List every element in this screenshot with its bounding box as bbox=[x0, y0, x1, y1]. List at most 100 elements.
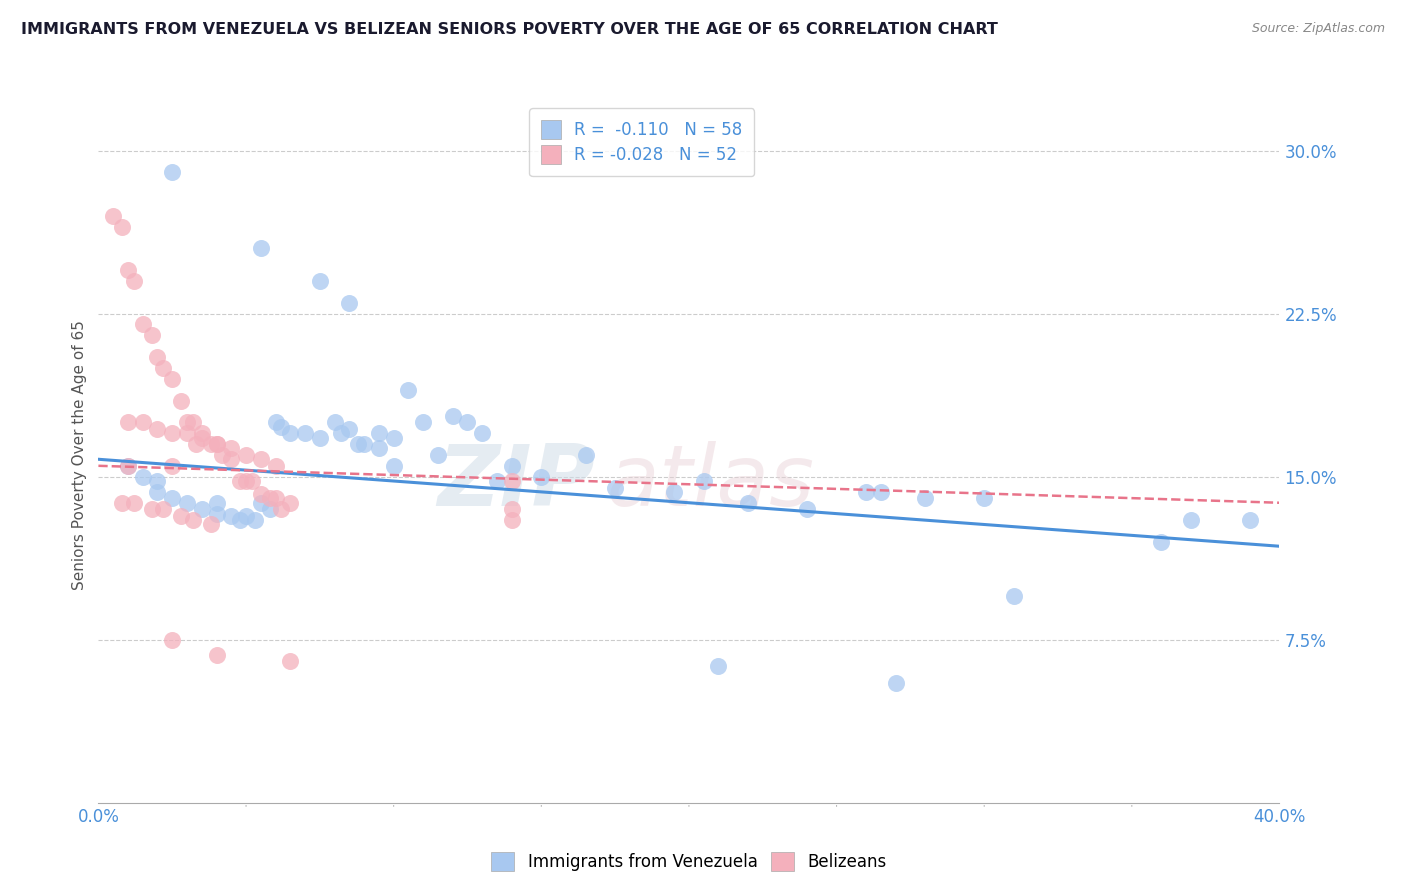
Point bbox=[796, 502, 818, 516]
Point bbox=[382, 431, 405, 445]
Point bbox=[240, 474, 263, 488]
Point bbox=[471, 426, 494, 441]
Point bbox=[229, 474, 252, 488]
Point bbox=[278, 426, 302, 441]
Point bbox=[278, 655, 302, 669]
Point bbox=[294, 426, 316, 441]
Point bbox=[309, 431, 332, 445]
Point bbox=[855, 484, 877, 499]
Point bbox=[219, 508, 242, 523]
Point bbox=[664, 484, 686, 499]
Point bbox=[146, 484, 169, 499]
Point bbox=[117, 458, 139, 473]
Point bbox=[205, 648, 228, 662]
Point bbox=[693, 474, 716, 488]
Point bbox=[132, 318, 155, 332]
Point bbox=[884, 676, 907, 690]
Point bbox=[162, 372, 183, 386]
Point bbox=[235, 474, 257, 488]
Point bbox=[229, 513, 252, 527]
Text: IMMIGRANTS FROM VENEZUELA VS BELIZEAN SENIORS POVERTY OVER THE AGE OF 65 CORRELA: IMMIGRANTS FROM VENEZUELA VS BELIZEAN SE… bbox=[21, 22, 998, 37]
Point bbox=[152, 502, 174, 516]
Point bbox=[412, 415, 434, 429]
Point bbox=[162, 426, 183, 441]
Point bbox=[1180, 513, 1202, 527]
Point bbox=[707, 658, 730, 673]
Point bbox=[205, 437, 228, 451]
Text: Source: ZipAtlas.com: Source: ZipAtlas.com bbox=[1251, 22, 1385, 36]
Point bbox=[441, 409, 464, 423]
Point bbox=[170, 508, 193, 523]
Point bbox=[205, 507, 228, 521]
Point bbox=[353, 437, 375, 451]
Point bbox=[146, 474, 169, 488]
Point bbox=[486, 474, 509, 488]
Point bbox=[574, 448, 596, 462]
Point bbox=[184, 437, 207, 451]
Point bbox=[501, 502, 523, 516]
Point bbox=[368, 442, 391, 456]
Point bbox=[103, 209, 125, 223]
Point bbox=[132, 469, 155, 483]
Point bbox=[162, 632, 183, 647]
Point bbox=[270, 419, 292, 434]
Point bbox=[122, 274, 145, 288]
Point bbox=[111, 496, 134, 510]
Point bbox=[141, 328, 163, 343]
Point bbox=[270, 502, 292, 516]
Point bbox=[250, 452, 273, 467]
Point bbox=[501, 458, 523, 473]
Point bbox=[243, 513, 266, 527]
Point bbox=[605, 481, 627, 495]
Point bbox=[200, 517, 222, 532]
Point bbox=[368, 426, 391, 441]
Y-axis label: Seniors Poverty Over the Age of 65: Seniors Poverty Over the Age of 65 bbox=[72, 320, 87, 590]
Point bbox=[141, 502, 163, 516]
Point bbox=[737, 496, 759, 510]
Point bbox=[170, 393, 193, 408]
Point bbox=[259, 502, 281, 516]
Point bbox=[219, 452, 242, 467]
Point bbox=[117, 263, 139, 277]
Point bbox=[278, 496, 302, 510]
Point bbox=[382, 458, 405, 473]
Legend: R =  -0.110   N = 58, R = -0.028   N = 52: R = -0.110 N = 58, R = -0.028 N = 52 bbox=[529, 109, 754, 176]
Point bbox=[205, 437, 228, 451]
Point bbox=[181, 513, 204, 527]
Text: atlas: atlas bbox=[606, 442, 814, 524]
Point bbox=[162, 458, 183, 473]
Point bbox=[501, 513, 523, 527]
Point bbox=[176, 415, 198, 429]
Legend: Immigrants from Venezuela, Belizeans: Immigrants from Venezuela, Belizeans bbox=[482, 843, 896, 880]
Point bbox=[176, 496, 198, 510]
Point bbox=[191, 502, 214, 516]
Point bbox=[111, 219, 134, 234]
Point bbox=[235, 508, 257, 523]
Point bbox=[1239, 513, 1261, 527]
Point bbox=[259, 491, 281, 506]
Point bbox=[191, 426, 214, 441]
Point bbox=[914, 491, 936, 506]
Point bbox=[205, 496, 228, 510]
Point bbox=[191, 431, 214, 445]
Point bbox=[329, 426, 352, 441]
Point bbox=[122, 496, 145, 510]
Point bbox=[250, 241, 273, 255]
Point bbox=[219, 442, 242, 456]
Point bbox=[162, 491, 183, 506]
Point bbox=[396, 383, 419, 397]
Point bbox=[146, 422, 169, 436]
Point bbox=[117, 458, 139, 473]
Point bbox=[176, 426, 198, 441]
Point bbox=[146, 350, 169, 364]
Point bbox=[152, 360, 174, 375]
Point bbox=[973, 491, 995, 506]
Point bbox=[427, 448, 450, 462]
Point bbox=[869, 484, 891, 499]
Point bbox=[250, 487, 273, 501]
Point bbox=[117, 415, 139, 429]
Point bbox=[1002, 589, 1025, 603]
Point bbox=[132, 415, 155, 429]
Point bbox=[200, 437, 222, 451]
Point bbox=[211, 448, 233, 462]
